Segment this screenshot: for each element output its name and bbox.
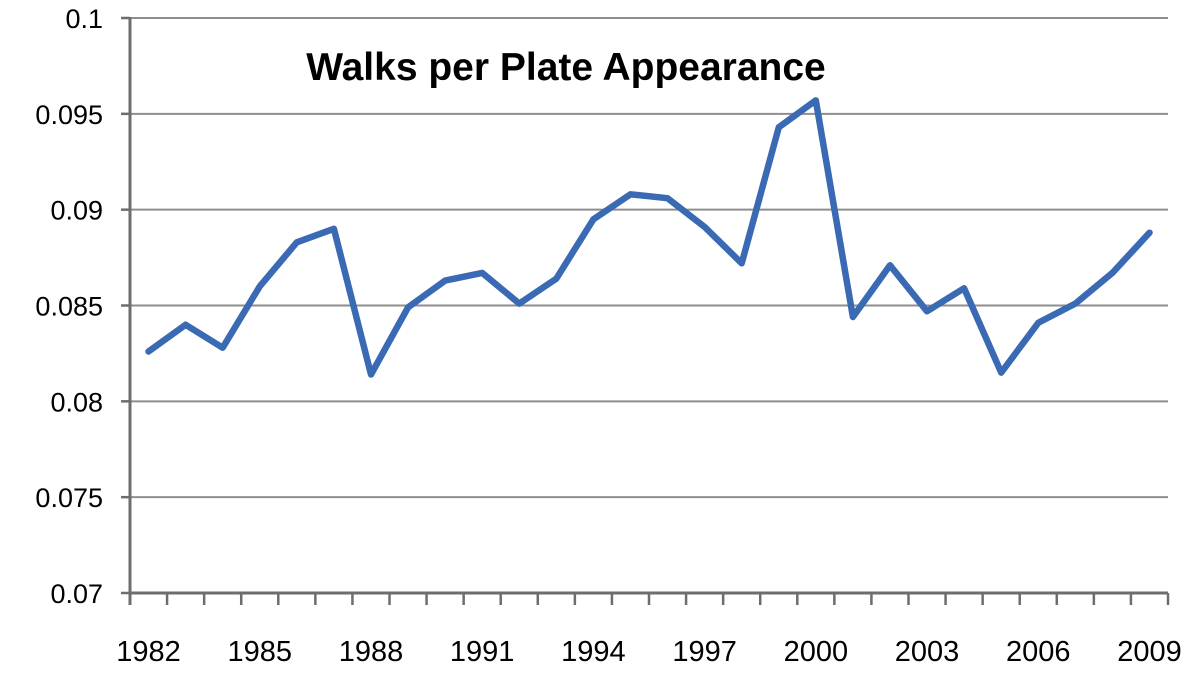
y-axis-labels: 0.1 0.095 0.09 0.085 0.08 0.075 0.07 — [35, 4, 103, 609]
chart-title: Walks per Plate Appearance — [306, 46, 826, 89]
y-axis-label: 0.1 — [65, 4, 103, 34]
y-axis-label: 0.07 — [50, 579, 103, 609]
x-axis-tick-marks — [128, 593, 1170, 605]
x-axis-label: 2003 — [895, 636, 960, 668]
y-axis-label: 0.075 — [35, 483, 103, 513]
y-axis-label: 0.08 — [50, 387, 103, 417]
x-axis-label: 1997 — [672, 636, 737, 668]
walks-per-pa-series-line — [145, 97, 1153, 378]
y-axis-label: 0.095 — [35, 100, 103, 130]
x-axis-label: 2009 — [1117, 636, 1182, 668]
gridlines — [130, 17, 1168, 594]
x-axis-label: 1991 — [450, 636, 515, 668]
y-axis-label: 0.09 — [50, 196, 103, 226]
x-axis-label: 1988 — [339, 636, 404, 668]
x-axis-label: 1985 — [227, 636, 292, 668]
y-axis-label: 0.085 — [35, 292, 103, 322]
x-axis-label: 1994 — [561, 636, 626, 668]
x-axis-label: 2006 — [1006, 636, 1071, 668]
x-axis-label: 1982 — [116, 636, 181, 668]
x-axis-labels: 1982 1985 1988 1991 1994 1997 2000 2003 2006 2009 — [116, 636, 1181, 668]
x-axis-label: 2000 — [784, 636, 849, 668]
